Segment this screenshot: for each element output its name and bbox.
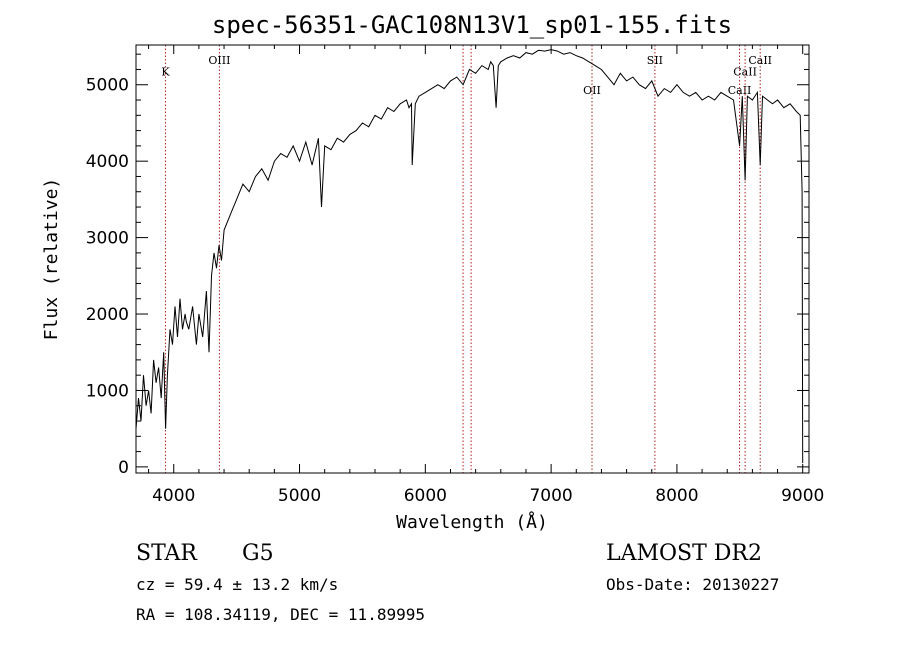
coordinates: RA = 108.34119, DEC = 11.89995 [136, 605, 425, 624]
plot-frame [135, 44, 810, 474]
line-marker-label-4: OII [583, 84, 601, 97]
x-axis-label: Wavelength (Å) [396, 511, 548, 533]
x-tick-label-5: 9000 [781, 486, 824, 506]
chart-title: spec-56351-GAC108N13V1_sp01-155.fits [212, 11, 732, 39]
y-tick-label-1: 1000 [86, 381, 129, 401]
line-marker-label-6: CaII [728, 84, 752, 97]
observation-date: Obs-Date: 20130227 [606, 575, 779, 594]
line-marker-label-7: CaII [733, 66, 757, 79]
redshift-velocity: cz = 59.4 ± 13.2 km/s [136, 575, 338, 594]
x-tick-label-2: 6000 [404, 486, 447, 506]
y-tick-label-4: 4000 [86, 152, 129, 172]
x-tick-label-1: 5000 [278, 486, 321, 506]
x-tick-label-0: 4000 [152, 486, 195, 506]
x-tick-label-4: 8000 [655, 486, 698, 506]
y-axis-label: Flux (relative) [41, 178, 62, 341]
line-marker-label-8: CaII [748, 54, 772, 67]
x-tick-label-3: 7000 [529, 486, 572, 506]
survey-name: LAMOST DR2 [606, 541, 762, 566]
line-marker-label-0: K [161, 66, 170, 79]
y-tick-label-5: 5000 [86, 76, 129, 96]
series-line [135, 49, 804, 464]
line-marker-label-1: OIII [208, 54, 230, 67]
line-marker-label-5: SII [647, 54, 663, 67]
axis-ticks: 4000 5000 6000 7000 8000 9000 0 1000 2000 3000 400… [86, 45, 824, 506]
y-tick-label-2: 2000 [86, 305, 129, 325]
y-tick-label-3: 3000 [86, 229, 129, 249]
y-tick-label-0: 0 [118, 458, 129, 478]
object-class: STAR [136, 541, 198, 566]
object-subclass: G5 [242, 541, 274, 566]
